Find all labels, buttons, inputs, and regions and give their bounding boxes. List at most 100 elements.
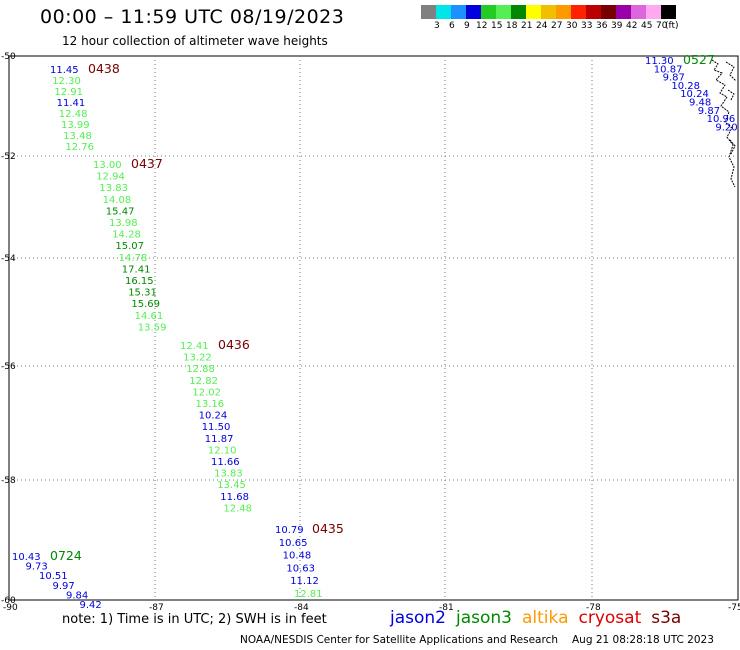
wave-height-label: 13.22 [183,353,212,364]
legend-swatch [481,5,496,19]
legend-label: 36 [596,21,608,31]
legend-swatch [661,5,676,19]
page-title: 00:00 – 11:59 UTC 08/19/2023 [40,6,345,28]
wave-height-label: 9.87 [663,73,685,84]
wave-height-label: 11.12 [290,576,319,587]
latitude-tick-label: -60 [1,596,16,606]
legend-swatch [451,5,466,19]
wave-height-label: 11.45 [50,65,79,76]
pass-time-label: 0527 [683,52,715,67]
wave-height-label: 9.87 [698,106,720,117]
longitude-tick-label: -84 [294,603,309,613]
wave-height-label: 10.87 [654,64,683,75]
footer-timestamp: Aug 21 08:28:18 UTC 2023 [572,634,714,646]
wave-height-label: 9.97 [53,581,75,592]
wave-height-label: 12.41 [180,341,209,352]
satellite-jason2: jason2 [390,608,446,628]
wave-height-label: 10.79 [275,525,304,536]
wave-height-label: 14.61 [135,311,164,322]
satellite-tracks: 11.4512.3012.9111.4112.4813.9913.4812.76… [12,52,738,611]
legend-swatch [496,5,511,19]
pass-time-label: 0437 [131,156,163,171]
legend-swatch [601,5,616,19]
wave-height-label: 12.81 [294,589,323,600]
wave-height-label: 9.20 [715,122,737,133]
legend-label: 9 [464,21,470,31]
legend-swatch [616,5,631,19]
satellite-cryosat: cryosat [578,608,642,628]
wave-height-label: 11.66 [211,457,240,468]
wave-height-label: 15.31 [128,288,157,299]
wave-height-label: 13.59 [138,322,167,333]
longitude-tick-label: -75 [728,603,740,613]
footer: NOAA/NESDIS Center for Satellite Applica… [240,634,714,646]
wave-height-label: 12.94 [96,172,125,183]
wave-height-label: 13.45 [217,480,246,491]
legend-swatch [511,5,526,19]
wave-height-label: 12.02 [192,387,221,398]
wave-height-label: 14.08 [103,195,132,206]
latitude-tick-label: -56 [1,362,16,372]
longitude-tick-label: -78 [586,603,601,613]
page-subtitle: 12 hour collection of altimeter wave hei… [62,34,328,48]
wave-height-label: 12.48 [223,503,252,514]
satellite-altika: altika [522,608,569,628]
satellite-jason3: jason3 [456,608,512,628]
wave-height-label: 10.96 [707,114,736,125]
legend-label: 18 [506,21,518,31]
wave-height-label: 13.48 [63,131,92,142]
wave-height-label: 10.65 [279,538,308,549]
wave-height-label: 12.88 [186,364,215,375]
wave-height-label: 11.68 [220,492,249,503]
wave-height-label: 13.99 [61,120,90,131]
wave-height-label: 15.47 [106,206,135,217]
latitude-tick-label: -54 [1,254,16,264]
wave-height-label: 10.63 [286,563,315,574]
wave-height-label: 15.69 [131,299,160,310]
legend-swatch [646,5,661,19]
legend-label: 42 [626,21,638,31]
wave-height-label: 12.30 [52,76,81,87]
legend-label: 15 [491,21,503,31]
wave-height-label: 16.15 [125,276,154,287]
legend-label: 21 [521,21,533,31]
legend-label: 6 [449,21,455,31]
legend-label: 27 [551,21,563,31]
legend-label: 45 [641,21,653,31]
legend-swatch [556,5,571,19]
legend-swatch [436,5,451,19]
wave-height-label: 10.24 [199,411,228,422]
wave-height-label: 10.28 [671,81,700,92]
legend-label: 70 [656,21,668,31]
wave-height-label: 9.84 [66,590,88,601]
legend-swatch [526,5,541,19]
satellite-legend: jason2 jason3 altika cryosat s3a [390,608,691,628]
wave-height-color-legend [421,5,676,19]
legend-label: 3 [434,21,440,31]
pass-time-label: 0724 [50,548,82,563]
map-frame [8,55,739,601]
wave-height-label: 10.24 [680,89,709,100]
legend-label: 12 [476,21,488,31]
wave-height-label: 13.16 [196,399,225,410]
legend-swatch [466,5,481,19]
wave-height-label: 14.78 [119,253,148,264]
wave-height-label: 12.10 [208,445,237,456]
wave-height-label: 12.76 [65,142,94,153]
track-0437: 13.0012.9413.8314.0815.4713.9814.2815.07… [93,156,166,333]
legend-swatch [586,5,601,19]
wave-height-label: 13.00 [93,160,122,171]
legend-label: 33 [581,21,593,31]
legend-label: 24 [536,21,548,31]
wave-height-label: 9.42 [80,600,102,611]
latitude-tick-label: -50 [1,52,16,62]
footer-org: NOAA/NESDIS Center for Satellite Applica… [240,634,558,646]
longitude-tick-label: -81 [439,603,454,613]
wave-height-label: 12.48 [59,109,88,120]
graticule [9,56,738,600]
latitude-tick-label: -58 [1,476,16,486]
wave-height-label: 17.41 [122,264,151,275]
wave-height-label: 11.50 [202,422,231,433]
